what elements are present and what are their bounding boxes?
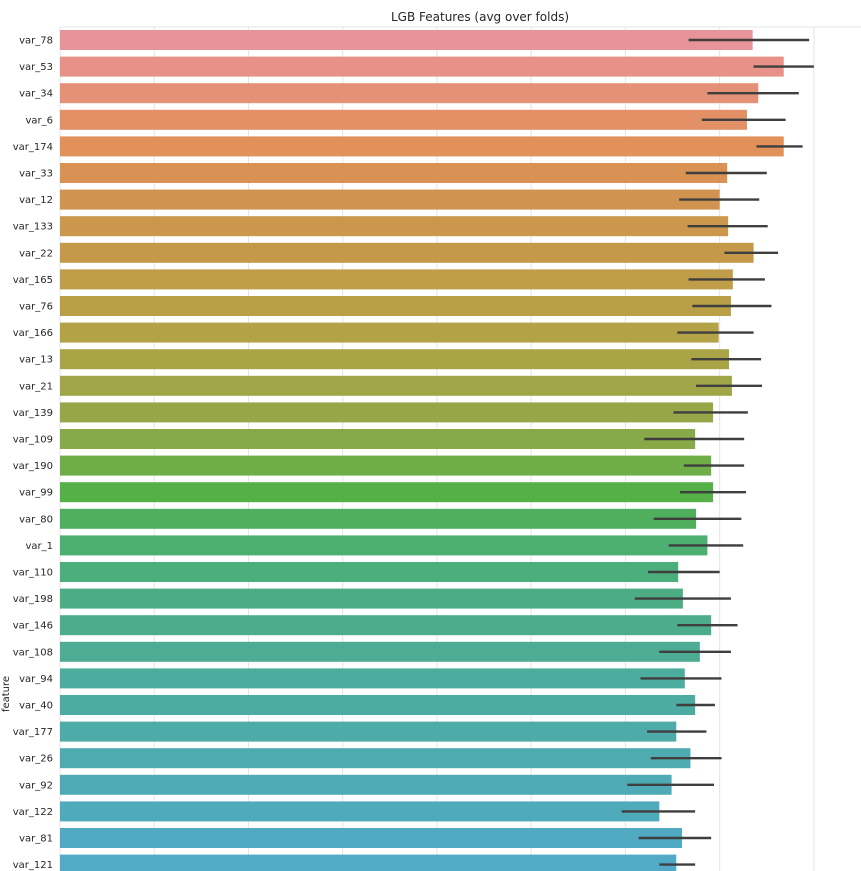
y-tick-label: var_110: [13, 568, 53, 579]
bar-var-34: [60, 83, 759, 104]
y-tick-label: var_21: [19, 381, 53, 392]
y-tick-label: var_78: [19, 36, 53, 47]
y-tick-label: var_198: [13, 594, 53, 605]
bar-var-13: [60, 349, 730, 370]
y-tick-label: var_122: [13, 807, 53, 818]
bar-var-33: [60, 163, 728, 183]
y-tick-label: var_133: [13, 222, 53, 233]
bar-var-177: [60, 721, 677, 742]
bar-var-121: [60, 854, 677, 871]
bar-var-53: [60, 56, 784, 77]
bar-var-22: [60, 242, 754, 263]
bar-var-12: [60, 189, 720, 210]
bar-var-81: [60, 828, 682, 848]
y-tick-label: var_108: [13, 647, 53, 658]
bar-var-40: [60, 695, 696, 715]
error-bars-group: [621, 38, 814, 866]
bar-var-110: [60, 562, 679, 582]
y-tick-label: var_139: [13, 408, 53, 419]
y-tick-label: var_22: [19, 248, 53, 259]
y-tick-label: var_80: [19, 514, 53, 525]
bar-var-133: [60, 216, 729, 237]
y-tick-label: var_94: [19, 674, 53, 685]
y-tick-label: var_177: [13, 727, 53, 738]
bar-var-78: [60, 30, 753, 50]
bar-var-174: [60, 136, 784, 157]
y-tick-label: var_166: [13, 328, 53, 339]
y-tick-label: var_109: [13, 435, 53, 446]
bar-var-198: [60, 588, 683, 609]
y-tick-label: var_13: [19, 355, 53, 366]
bar-var-21: [60, 375, 732, 396]
bar-var-80: [60, 508, 697, 529]
y-axis-label: feature: [1, 676, 12, 712]
y-tick-label: var_99: [19, 488, 53, 499]
bar-var-166: [60, 322, 719, 343]
y-tick-label: var_26: [19, 754, 53, 765]
bar-var-122: [60, 801, 660, 822]
y-tick-label: var_165: [13, 275, 53, 286]
y-tick-label: var_81: [19, 834, 53, 845]
y-tick-label: var_33: [19, 169, 53, 180]
y-tick-label: var_6: [25, 115, 53, 126]
y-tick-label: var_190: [13, 461, 53, 472]
bar-var-99: [60, 482, 714, 503]
bar-var-165: [60, 269, 733, 290]
y-tick-label: var_121: [13, 860, 53, 871]
y-tick-label: var_174: [13, 142, 53, 153]
y-tick-label: var_146: [13, 621, 53, 632]
y-tick-label: var_40: [19, 701, 53, 712]
bar-var-92: [60, 774, 672, 795]
bar-var-94: [60, 668, 685, 689]
chart-title: LGB Features (avg over folds): [391, 10, 569, 24]
bar-var-190: [60, 455, 712, 476]
y-tick-label: var_92: [19, 780, 53, 791]
bars-group: [60, 30, 784, 871]
bar-var-1: [60, 535, 708, 556]
y-tick-label: var_1: [25, 541, 53, 552]
y-tick-label: var_76: [19, 302, 53, 313]
bar-var-6: [60, 109, 747, 130]
y-tick-label: var_34: [19, 89, 53, 100]
bar-var-108: [60, 641, 700, 662]
y-tick-labels: var_78 var_53 var_34 var_6 var_174 var_33 var_…: [13, 36, 53, 871]
bar-var-26: [60, 748, 691, 769]
bar-var-139: [60, 402, 714, 423]
y-tick-label: var_12: [19, 195, 53, 206]
bar-var-76: [60, 296, 731, 316]
bar-var-146: [60, 615, 712, 636]
bar-var-109: [60, 429, 696, 449]
y-tick-label: var_53: [19, 62, 53, 73]
